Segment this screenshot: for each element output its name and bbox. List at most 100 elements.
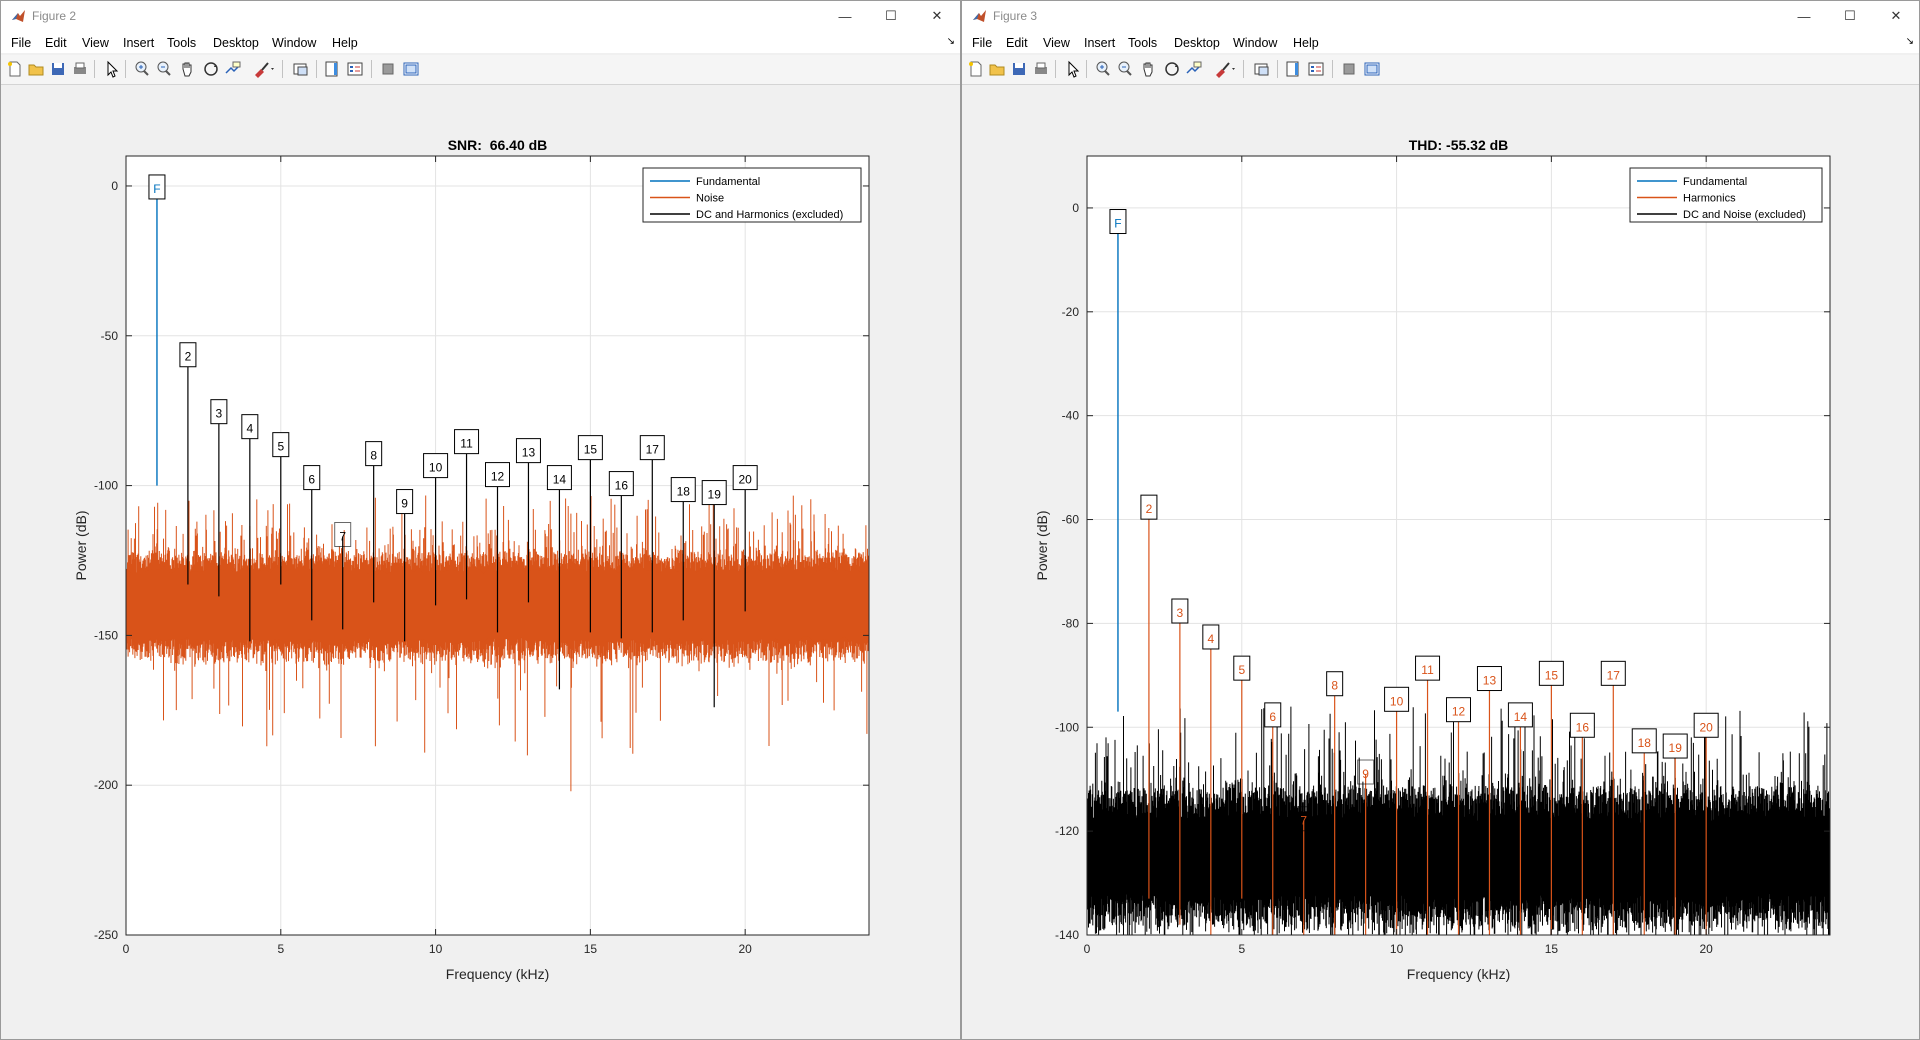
insert-colorbar-button[interactable]	[322, 59, 342, 79]
link-plot-button[interactable]	[291, 59, 311, 79]
plot-canvas[interactable]: F 2 3 4 5 6 7 8 9 10 11 12 13 14 15 16 17 18 19 20 0 5 10 15 20 0…	[1, 85, 960, 1039]
print-button[interactable]	[70, 59, 90, 79]
menu-tools[interactable]: Tools	[1128, 36, 1158, 50]
maximize-button[interactable]: ☐	[1827, 1, 1873, 31]
harmonic-marker-label: 7	[339, 530, 346, 544]
menu-file[interactable]: File	[11, 36, 32, 50]
x-tick-label: 15	[584, 942, 598, 956]
harmonic-marker-box	[210, 399, 228, 425]
rotate-button[interactable]	[1162, 59, 1182, 79]
show-tools-icon	[1364, 62, 1380, 76]
y-tick-label: -80	[1062, 616, 1080, 630]
zoom-out-button[interactable]	[154, 59, 174, 79]
hide-tools-icon	[382, 63, 394, 75]
dock-arrow-icon[interactable]: ↘	[946, 36, 955, 47]
menu-help[interactable]: Help	[332, 36, 358, 50]
x-tick-label: 15	[1545, 942, 1559, 956]
zoom-in-button[interactable]	[132, 59, 152, 79]
save-button[interactable]	[1009, 59, 1029, 79]
maximize-button[interactable]: ☐	[868, 1, 914, 31]
close-button[interactable]: ✕	[914, 1, 960, 31]
menu-desktop[interactable]: Desktop	[213, 36, 259, 50]
zoom-out-icon	[1118, 61, 1132, 76]
toolbar-separator	[94, 60, 95, 78]
harmonic-marker-box	[179, 342, 197, 368]
harmonic-marker-box	[396, 489, 414, 515]
show-plot-tools-button[interactable]	[1362, 59, 1382, 79]
link-plot-icon	[1254, 63, 1269, 76]
zoom-out-button[interactable]	[1115, 59, 1135, 79]
data-cursor-button[interactable]	[1184, 59, 1204, 79]
window-title: Figure 2	[32, 9, 77, 23]
figure-window: Figure 2 — ☐ ✕ File Edit View Insert Too…	[0, 0, 961, 1040]
minimize-button[interactable]: —	[822, 1, 868, 31]
menu-edit[interactable]: Edit	[1006, 36, 1028, 50]
x-tick-label: 10	[1390, 942, 1404, 956]
brush-button[interactable]	[1212, 59, 1235, 79]
menu-insert[interactable]: Insert	[123, 36, 155, 50]
harmonic-marker-box	[1202, 624, 1220, 650]
menu-help[interactable]: Help	[1293, 36, 1319, 50]
close-button[interactable]: ✕	[1873, 1, 1919, 31]
hide-plot-tools-button[interactable]	[1339, 59, 1359, 79]
menu-window[interactable]: Window	[272, 36, 317, 50]
edit-plot-button[interactable]	[1062, 59, 1082, 79]
menu-view[interactable]: View	[82, 36, 109, 50]
harmonic-marker-box	[670, 477, 696, 503]
brush-icon	[255, 62, 274, 78]
menu-file[interactable]: File	[972, 36, 993, 50]
menu-window[interactable]: Window	[1233, 36, 1278, 50]
hand-icon	[1143, 62, 1153, 77]
new-figure-button[interactable]	[5, 59, 25, 79]
hide-plot-tools-button[interactable]	[378, 59, 398, 79]
dock-arrow-icon[interactable]: ↘	[1905, 36, 1914, 47]
harmonic-marker-label: 10	[1390, 694, 1404, 708]
harmonic-marker-label: 9	[1362, 767, 1369, 781]
minimize-button[interactable]: —	[1781, 1, 1827, 31]
x-tick-label: 20	[738, 942, 752, 956]
legend-box	[1629, 167, 1823, 223]
insert-legend-button[interactable]	[345, 59, 365, 79]
pan-button[interactable]	[177, 59, 197, 79]
edit-plot-button[interactable]	[101, 59, 121, 79]
fundamental-marker-box	[1109, 209, 1127, 235]
new-figure-button[interactable]	[966, 59, 986, 79]
link-plot-button[interactable]	[1252, 59, 1272, 79]
menu-edit[interactable]: Edit	[45, 36, 67, 50]
harmonic-marker-box	[303, 465, 321, 491]
open-file-button[interactable]	[26, 59, 46, 79]
menu-tools[interactable]: Tools	[167, 36, 197, 50]
zoom-in-button[interactable]	[1093, 59, 1113, 79]
x-tick-label: 5	[277, 942, 284, 956]
harmonic-marker-label: 17	[1607, 668, 1621, 682]
harmonic-marker-box	[1233, 655, 1251, 681]
open-file-button[interactable]	[987, 59, 1007, 79]
pan-button[interactable]	[1138, 59, 1158, 79]
rotate-button[interactable]	[201, 59, 221, 79]
harmonic-marker-box	[241, 414, 259, 440]
title-bar[interactable]: Figure 2 — ☐ ✕	[1, 1, 960, 31]
menu-desktop[interactable]: Desktop	[1174, 36, 1220, 50]
legend-label: DC and Harmonics (excluded)	[696, 209, 843, 221]
insert-colorbar-button[interactable]	[1283, 59, 1303, 79]
menu-view[interactable]: View	[1043, 36, 1070, 50]
y-tick-label: -60	[1062, 513, 1080, 527]
title-bar[interactable]: Figure 3 — ☐ ✕	[962, 1, 1919, 31]
print-button[interactable]	[1031, 59, 1051, 79]
legend-label: Fundamental	[696, 176, 760, 188]
x-axis-label: Frequency (kHz)	[1407, 966, 1510, 982]
zoom-in-icon	[1096, 61, 1110, 76]
insert-legend-button[interactable]	[1306, 59, 1326, 79]
brush-button[interactable]	[251, 59, 274, 79]
axes-frame	[125, 155, 870, 936]
plot-canvas[interactable]: F 2 3 4 5 6 7 8 9 10 11 12 13 14 15 16 17 18 19 20 0 5 10 15 20 0…	[962, 85, 1919, 1039]
show-plot-tools-button[interactable]	[401, 59, 421, 79]
harmonic-marker-box	[608, 471, 634, 497]
legend-label: Noise	[696, 193, 724, 205]
harmonic-marker-box	[272, 432, 290, 458]
data-cursor-button[interactable]	[223, 59, 243, 79]
menu-insert[interactable]: Insert	[1084, 36, 1116, 50]
harmonic-marker-box	[546, 465, 572, 491]
brush-icon	[1216, 62, 1235, 78]
save-button[interactable]	[48, 59, 68, 79]
